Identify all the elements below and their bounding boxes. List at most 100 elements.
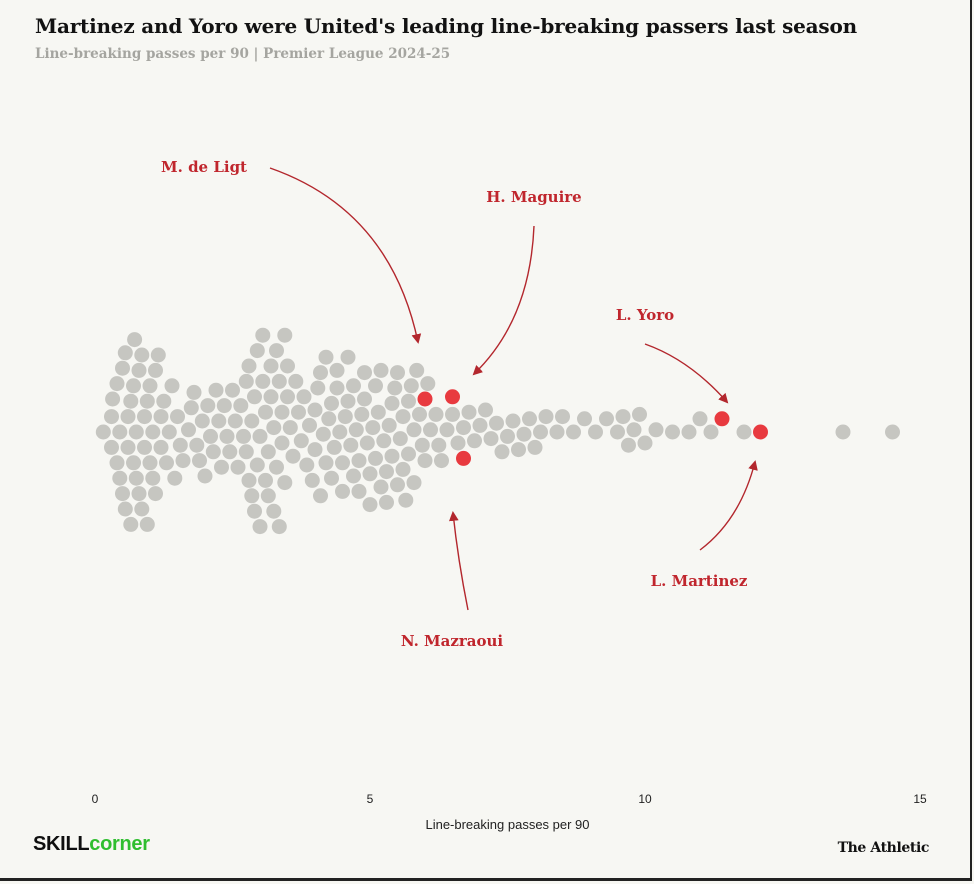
player-dot-highlighted	[456, 450, 471, 466]
player-dot	[244, 413, 260, 429]
player-dot	[222, 444, 238, 460]
player-dot	[197, 468, 213, 484]
player-dot	[516, 426, 532, 442]
player-dot	[164, 378, 180, 394]
player-dot	[134, 501, 150, 517]
player-dot	[414, 437, 430, 453]
player-dot	[139, 516, 155, 532]
player-dot	[123, 393, 139, 409]
player-dot	[296, 389, 312, 405]
player-dot	[153, 439, 169, 455]
player-dot	[112, 424, 128, 440]
player-dot	[258, 472, 273, 488]
player-dot	[307, 442, 323, 458]
player-dot	[626, 422, 642, 438]
annotation-labels: M. de Ligt H. Maguire L. Yoro N. Mazraoui L.…	[161, 158, 748, 650]
player-dot	[280, 389, 295, 405]
annotation-label: N. Mazraoui	[401, 632, 504, 650]
player-dot	[403, 378, 419, 394]
player-dot	[392, 431, 408, 447]
annotation-label: L. Yoro	[616, 306, 674, 324]
player-dot	[505, 413, 521, 429]
player-dot	[321, 411, 337, 427]
x-axis-ticks: 0 5 10 15	[92, 792, 927, 806]
player-dot	[500, 428, 515, 444]
player-dot	[346, 378, 361, 394]
player-dot	[379, 464, 394, 480]
player-dot	[131, 362, 147, 378]
player-dot	[282, 420, 298, 436]
player-dot	[406, 475, 422, 491]
annotation-label: H. Maguire	[486, 188, 581, 206]
annotation-arrow	[472, 225, 535, 376]
player-dot	[192, 453, 207, 469]
player-dot	[835, 424, 851, 440]
player-dot	[104, 409, 119, 425]
player-dot	[252, 519, 268, 535]
player-dot	[189, 437, 205, 453]
player-dot	[326, 439, 342, 455]
player-dot	[313, 488, 328, 504]
player-dot	[266, 420, 282, 436]
player-dot	[255, 373, 271, 389]
player-dot-highlighted	[714, 411, 730, 427]
player-dot	[365, 420, 381, 436]
other-players-dots	[95, 327, 900, 535]
player-dot	[621, 437, 636, 453]
player-dot	[406, 422, 422, 438]
player-dot	[431, 437, 447, 453]
player-dot	[156, 393, 172, 409]
the-athletic-logo: The Athletic	[837, 840, 930, 856]
player-dot	[395, 409, 411, 425]
player-dot	[736, 424, 752, 440]
player-dot	[208, 382, 224, 398]
player-dot	[167, 470, 183, 486]
player-dot	[368, 450, 383, 466]
player-dot	[420, 376, 436, 392]
player-dot	[225, 382, 240, 398]
player-dot	[131, 486, 147, 502]
player-dot	[637, 435, 653, 451]
player-dot	[95, 424, 111, 440]
player-dot	[335, 455, 350, 471]
player-dot	[632, 406, 647, 422]
player-dot	[527, 439, 543, 455]
player-dot	[263, 358, 279, 374]
player-dot	[205, 444, 221, 460]
player-dot	[159, 455, 174, 471]
player-dot	[368, 378, 383, 394]
player-dot	[423, 422, 438, 438]
skillcorner-logo: SKILLcorner	[33, 833, 150, 855]
player-dot	[337, 409, 353, 425]
player-dot	[255, 327, 271, 343]
player-dot	[260, 444, 276, 460]
player-dot	[439, 422, 455, 438]
player-dot	[348, 422, 364, 438]
player-dot	[127, 332, 143, 348]
player-dot	[238, 444, 254, 460]
player-dot	[181, 422, 196, 438]
player-dot	[258, 404, 273, 420]
player-dot	[120, 439, 136, 455]
player-dot	[310, 380, 326, 396]
player-dot	[293, 433, 309, 449]
player-dot	[390, 365, 405, 381]
player-dot	[329, 362, 345, 378]
player-dot	[409, 362, 425, 378]
player-dot	[175, 453, 191, 469]
player-dot	[302, 417, 317, 433]
player-dot	[533, 424, 548, 440]
chart-subtitle: Line-breaking passes per 90 | Premier Le…	[35, 46, 451, 62]
player-dot	[461, 404, 477, 420]
player-dot	[340, 393, 356, 409]
player-dot	[194, 413, 210, 429]
player-dot	[105, 391, 121, 407]
player-dot	[373, 362, 389, 378]
player-dot	[120, 409, 136, 425]
player-dot	[269, 343, 284, 359]
player-dot	[313, 365, 328, 381]
player-dot	[183, 400, 199, 416]
player-dot	[142, 455, 158, 471]
player-dot	[390, 477, 405, 493]
